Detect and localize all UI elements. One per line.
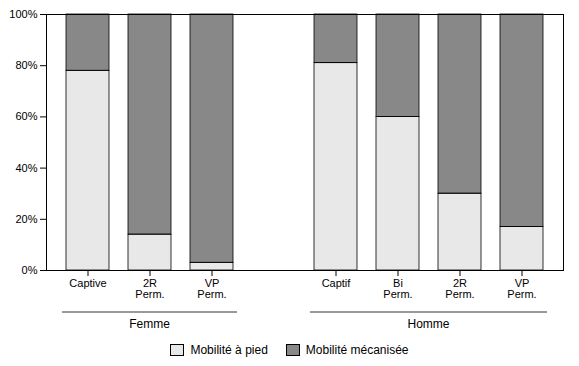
- svg-text:Captive: Captive: [69, 277, 106, 289]
- html-text:Mobilité mécanisée: Mobilité mécanisée: [305, 343, 409, 357]
- svg-text:BiPerm.: BiPerm.: [383, 277, 412, 300]
- svg-text:VPPerm.: VPPerm.: [507, 277, 536, 300]
- svg-text:60%: 60%: [15, 110, 37, 122]
- svg-text:100%: 100%: [9, 8, 37, 20]
- svg-text:Homme: Homme: [407, 317, 449, 331]
- svg-text:20%: 20%: [15, 213, 37, 225]
- svg-text:Captif: Captif: [322, 277, 352, 289]
- html-text:Mobilité à pied: Mobilité à pied: [190, 343, 268, 357]
- svg-text:VPPerm.: VPPerm.: [197, 277, 226, 300]
- svg-text:Femme: Femme: [129, 317, 170, 331]
- svg-text:0%: 0%: [22, 264, 38, 276]
- svg-text:80%: 80%: [15, 59, 37, 71]
- svg-text:2RPerm.: 2RPerm.: [445, 277, 474, 300]
- svg-text:2RPerm.: 2RPerm.: [135, 277, 164, 300]
- svg-text:40%: 40%: [15, 162, 37, 174]
